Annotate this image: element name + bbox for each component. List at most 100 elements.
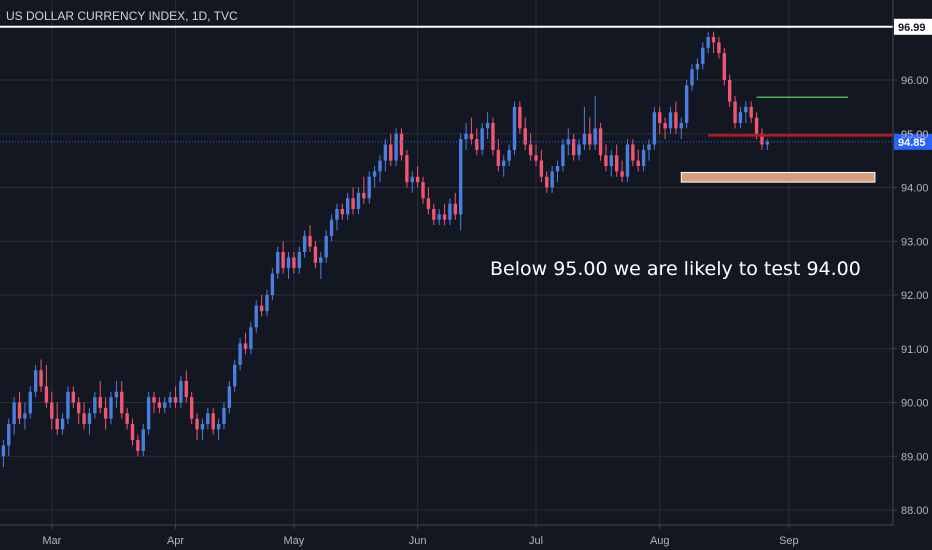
candle-body xyxy=(561,144,565,166)
candle-body xyxy=(539,160,544,177)
candle-down xyxy=(539,149,544,183)
candle-up xyxy=(324,230,328,263)
candle-up xyxy=(577,139,581,161)
candle-down xyxy=(421,176,425,204)
candle-body xyxy=(485,123,490,129)
candle-down xyxy=(523,117,527,150)
chart-annotation: Below 95.00 we are likely to test 94.00 xyxy=(490,258,861,280)
candle-body xyxy=(480,128,484,150)
candle-down xyxy=(184,370,188,403)
candle-down xyxy=(496,139,501,172)
candle-body xyxy=(33,370,38,392)
candle-down xyxy=(727,74,732,107)
candle-up xyxy=(254,300,258,333)
candle-down xyxy=(362,176,366,204)
price-axis[interactable]: 88.00 89.00 90.00 91.00 92.00 93.00 94.00 95.00… xyxy=(893,75,929,517)
candle-up xyxy=(738,106,743,129)
candle-body xyxy=(60,418,65,430)
support-zone[interactable] xyxy=(680,171,876,183)
candle-up xyxy=(87,407,92,435)
candle-body xyxy=(625,144,630,177)
candle-down xyxy=(308,225,312,252)
candle-up xyxy=(222,402,226,430)
time-tick-label: Jul xyxy=(529,535,543,547)
candle-down xyxy=(620,160,624,183)
candle-down xyxy=(44,364,49,408)
candle-down xyxy=(415,166,420,188)
candle-up xyxy=(765,139,770,150)
candle-body xyxy=(152,397,156,403)
candle-body xyxy=(577,144,581,156)
candle-down xyxy=(518,101,522,134)
candle-down xyxy=(173,386,178,408)
candle-body xyxy=(286,257,291,269)
candle-body xyxy=(523,128,527,145)
candle-body xyxy=(475,139,479,150)
candle-body xyxy=(711,37,716,43)
candle-down xyxy=(39,359,43,392)
price-tick-label: 89.00 xyxy=(901,451,929,463)
candle-body xyxy=(658,112,662,123)
candle-up xyxy=(12,397,16,435)
candle-up xyxy=(265,289,269,317)
candle-body xyxy=(582,133,587,145)
candle-body xyxy=(114,391,119,398)
candle-down xyxy=(351,187,355,215)
candle-up xyxy=(652,106,657,150)
candle-down xyxy=(475,128,479,156)
candle-up xyxy=(335,203,339,231)
candle-down xyxy=(340,203,345,220)
candle-body xyxy=(448,203,452,220)
candle-body xyxy=(684,85,689,123)
candle-body xyxy=(340,209,345,215)
candle-up xyxy=(394,128,398,166)
candle-up xyxy=(200,418,205,441)
candle-body xyxy=(146,397,151,430)
candle-down xyxy=(453,192,457,220)
candle-up xyxy=(28,386,32,419)
candle-body xyxy=(130,424,135,441)
candle-body xyxy=(200,424,205,430)
candle-body xyxy=(324,235,328,258)
candle-up xyxy=(582,106,587,150)
candle-body xyxy=(464,133,468,140)
candle-body xyxy=(620,171,624,177)
candle-body xyxy=(727,80,732,102)
candle-down xyxy=(136,434,140,457)
candle-body xyxy=(383,144,388,161)
candle-down xyxy=(442,203,447,226)
candle-down xyxy=(432,203,436,226)
time-tick-label: May xyxy=(284,535,305,547)
candle-body xyxy=(641,149,646,166)
candle-up xyxy=(302,230,307,258)
candle-body xyxy=(163,402,167,408)
price-tick-label: 90.00 xyxy=(901,398,929,410)
candle-down xyxy=(722,47,726,86)
candle-down xyxy=(98,381,102,414)
candle-up xyxy=(23,402,27,430)
candle-up xyxy=(346,192,350,220)
candle-body xyxy=(44,386,49,403)
candle-body xyxy=(179,381,183,403)
candle-up xyxy=(437,209,441,226)
candle-body xyxy=(195,418,199,430)
time-axis[interactable]: Mar Apr May Jun Jul Aug Sep xyxy=(42,525,799,547)
price-tick-label: 88.00 xyxy=(901,505,929,517)
candle-body xyxy=(184,381,188,398)
time-tick-label: Aug xyxy=(650,535,670,547)
candle-body xyxy=(469,133,474,140)
candle-down xyxy=(189,391,194,424)
candle-down xyxy=(50,391,54,430)
candle-body xyxy=(615,155,619,172)
candle-body xyxy=(372,171,377,177)
candle-body xyxy=(103,407,108,419)
candle-body xyxy=(722,53,726,80)
candle-body xyxy=(647,144,651,150)
candle-body xyxy=(410,176,414,183)
candle-down xyxy=(615,144,619,177)
candle-body xyxy=(550,171,554,188)
candle-down xyxy=(658,106,662,134)
candle-up xyxy=(66,386,70,424)
